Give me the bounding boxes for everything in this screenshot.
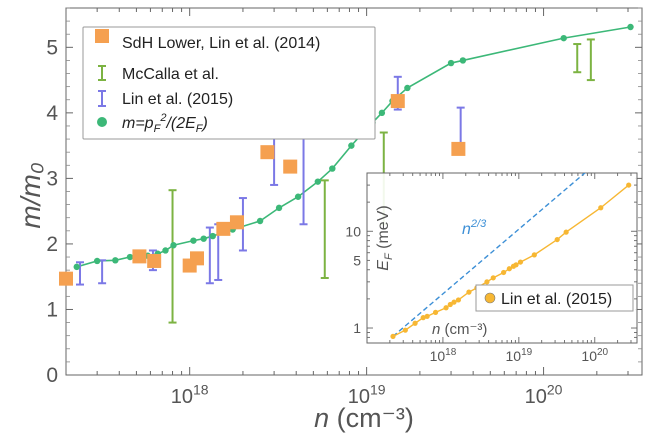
mccalla-errorbar — [168, 189, 177, 324]
inset-data-point — [424, 313, 430, 319]
sdh-square — [390, 94, 405, 109]
model-point — [459, 57, 467, 64]
model-point — [329, 165, 336, 172]
legend-lin-label: Lin et al. (2015) — [122, 91, 233, 108]
model-point — [200, 235, 207, 242]
inset-x-tick-label: 1018 — [430, 347, 457, 364]
y-tick-label: 5 — [46, 36, 58, 59]
model-point — [256, 217, 264, 225]
inset-data-point — [443, 305, 449, 311]
inset-y-tick-label: 10 — [345, 223, 361, 239]
inset-x-tick-label: 1019 — [505, 347, 532, 364]
legend-mccalla-label: McCalla et al. — [122, 66, 219, 83]
inset-data-point — [554, 236, 560, 243]
model-point — [162, 247, 169, 254]
y-tick-label: 4 — [46, 102, 58, 125]
inset-data-point — [513, 262, 519, 268]
inset-data-point — [626, 182, 632, 188]
inset-data-point — [432, 309, 439, 315]
sdh-square — [147, 253, 162, 268]
y-axis-label: m/m₀ — [15, 162, 46, 228]
model-point — [378, 109, 386, 117]
inset-data-point — [390, 333, 396, 339]
inset-data-point — [451, 299, 457, 305]
sdh-square — [59, 271, 73, 286]
model-point — [447, 59, 455, 67]
legend-model-swatch — [97, 117, 107, 127]
mccalla-errorbar — [573, 43, 582, 74]
inset-data-point — [563, 229, 569, 235]
model-point — [314, 178, 322, 185]
inset-y-axis-label: EF (meV) — [375, 205, 395, 270]
inset-data-point — [490, 275, 496, 281]
y-tick-label: 1 — [46, 298, 58, 321]
model-point — [209, 232, 216, 240]
main-legend: SdH Lower, Lin et al. (2014) McCalla et a… — [82, 26, 376, 140]
mccalla-errorbar — [320, 179, 329, 280]
legend-model-label: m=pF2/(2EF) — [122, 112, 208, 135]
model-point — [73, 263, 80, 271]
legend-sdh-label: SdH Lower, Lin et al. (2014) — [122, 35, 320, 52]
inset-data-point — [420, 315, 426, 321]
y-tick-label: 0 — [46, 364, 58, 387]
inset-data-point — [455, 297, 462, 303]
inset-data-point — [484, 279, 490, 285]
legend-box — [82, 26, 376, 140]
inset-data-point — [402, 327, 408, 333]
sdh-square — [283, 159, 298, 174]
inset-data-point — [501, 269, 507, 276]
inset-data-point — [531, 252, 537, 258]
model-point — [190, 237, 197, 244]
inset-legend-box — [475, 284, 634, 312]
inset-data-point — [598, 205, 604, 211]
inset-frame — [366, 172, 638, 344]
model-point — [560, 34, 567, 42]
mccalla-errorbar — [586, 38, 595, 82]
inset-y-tick-label: 5 — [353, 252, 361, 268]
y-tick-label: 3 — [46, 167, 58, 190]
y-tick-label: 2 — [46, 233, 58, 256]
model-point — [404, 84, 411, 92]
x-axis-label: n (cm⁻³) — [314, 403, 414, 433]
x-tick-label: 1020 — [525, 382, 563, 408]
inset-data-point — [506, 266, 512, 272]
x-tick-label: 1019 — [348, 382, 386, 408]
model-point — [126, 253, 134, 261]
inset-legend-label: Lin et al. (2015) — [501, 291, 612, 308]
inset-data-point — [447, 301, 453, 308]
lin-errorbar — [76, 261, 85, 286]
inset-y-tick-label: 1 — [353, 320, 361, 336]
inset-data-point — [412, 320, 418, 326]
model-point — [112, 257, 119, 264]
inset-data-point — [466, 289, 472, 295]
model-point — [93, 257, 101, 265]
sdh-square — [229, 215, 244, 230]
model-point — [627, 23, 634, 31]
inset-legend: Lin et al. (2015) — [475, 284, 634, 312]
inset-legend-swatch — [484, 292, 496, 304]
model-point — [170, 242, 177, 249]
inset-data-point — [517, 259, 524, 265]
model-point — [294, 193, 302, 200]
sdh-square — [132, 249, 147, 264]
model-point — [348, 142, 355, 149]
inset-annotation: n2/3 — [462, 218, 487, 238]
sdh-square — [190, 251, 205, 266]
x-tick-label: 1018 — [171, 382, 209, 408]
model-point — [275, 204, 283, 212]
sdh-square — [260, 145, 275, 160]
legend-sdh-swatch — [95, 29, 109, 43]
sdh-square — [451, 141, 466, 156]
inset-x-tick-label: 1020 — [581, 347, 608, 364]
sdh-square — [216, 221, 231, 236]
inset-x-axis-label: n (cm⁻³) — [432, 321, 487, 338]
inset-plot: 1018 1019 1020 1 5 10 n (cm⁻³) EF (meV) n2/3 — [345, 172, 638, 364]
lin-errorbar — [98, 259, 107, 285]
